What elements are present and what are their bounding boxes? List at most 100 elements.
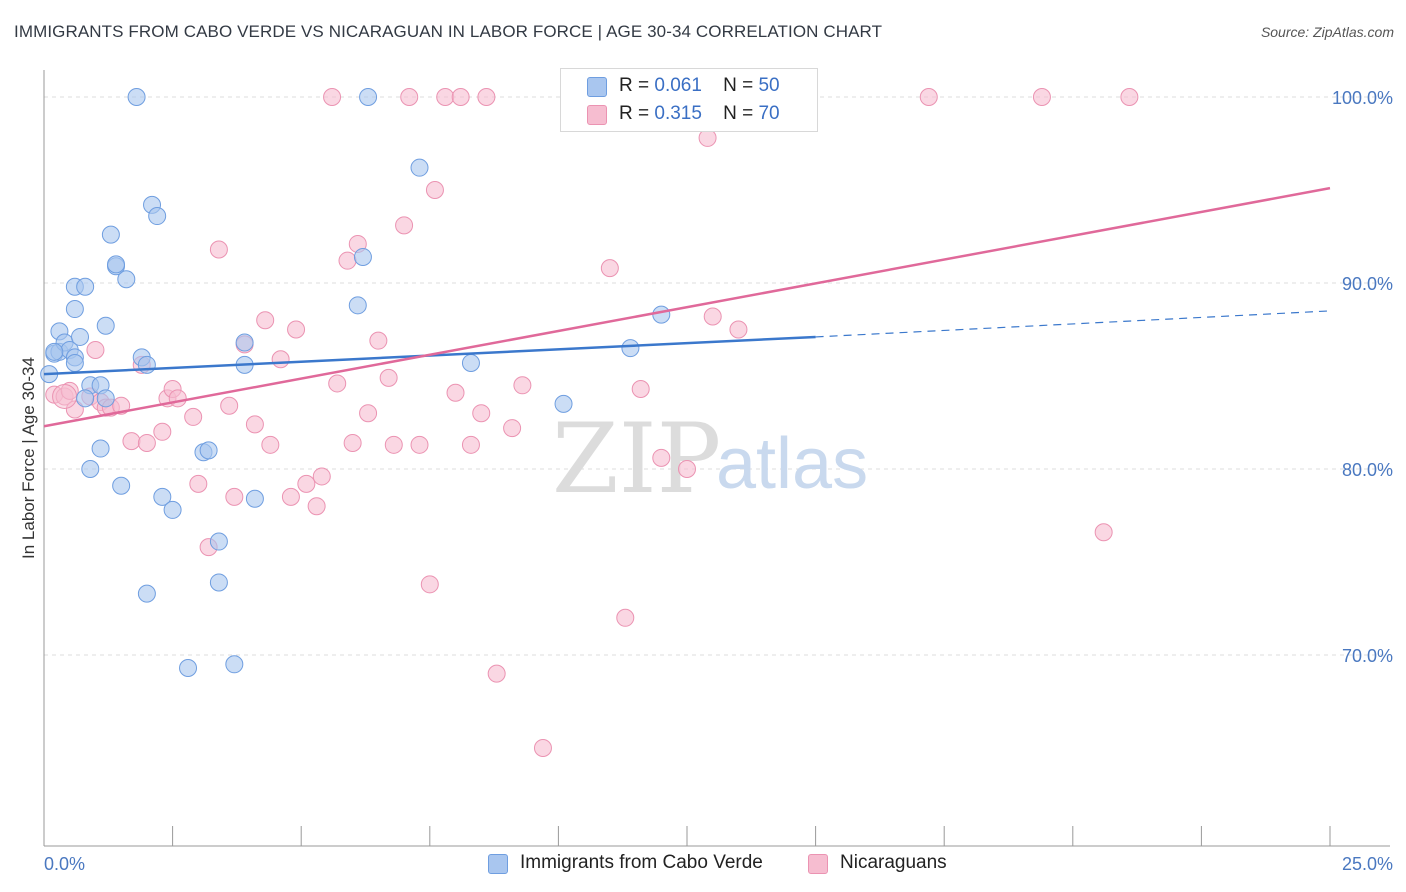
data-point [410,435,429,454]
data-point [184,407,203,426]
chart-title: IMMIGRANTS FROM CABO VERDE VS NICARAGUAN… [14,22,883,41]
data-point [343,433,362,452]
data-point [359,88,378,106]
bottom-legend-swatch-pink [808,854,828,874]
data-point [112,476,131,495]
bottom-legend-label: Nicaraguans [840,852,947,873]
axes [43,70,1390,847]
y-tick-label: 80.0% [1342,460,1393,480]
data-point [348,296,367,315]
data-point [425,181,444,199]
data-point [395,216,414,235]
data-point [153,422,172,441]
trend-line-nicaraguans [43,186,1331,428]
data-point [179,659,198,678]
data-point [338,251,357,270]
data-point [554,394,573,413]
data-point [153,487,172,506]
data-point [616,608,635,627]
data-point [328,374,347,393]
data-point [359,404,378,423]
legend-n-value: 50 [758,75,780,96]
data-point [919,88,938,106]
data-point [621,339,640,358]
data-point [107,255,126,274]
data-point [96,316,115,335]
data-point [1032,88,1051,106]
legend-n-label: N = [723,75,754,96]
data-point [307,497,326,516]
data-point [45,342,64,361]
data-point [137,584,156,603]
data-point [65,353,84,372]
legend-r-value: 0.061 [654,75,702,96]
data-point [225,655,244,674]
data-point [281,487,300,506]
y-tick-label: 90.0% [1342,274,1393,294]
data-point [189,474,208,493]
legend-swatch-blue [587,77,607,97]
data-point [533,739,552,757]
data-point [235,333,254,352]
data-point [420,575,439,594]
data-point [400,88,419,106]
tick-labels: 100.0% 90.0% 80.0% 70.0% 0.0% 25.0% In Labor F… [19,88,1393,874]
data-point [127,88,146,106]
data-point [297,474,316,493]
data-point [446,383,465,402]
data-point [477,88,496,106]
data-point [209,240,228,259]
data-point [287,320,306,339]
data-point [137,433,156,452]
series-nicaraguans [45,88,1139,757]
bottom-legend-swatch-blue [488,854,508,874]
data-point-cluster [52,383,78,409]
data-point [312,467,331,486]
data-point [729,320,748,339]
legend-r-label: R = [619,103,650,124]
data-point [76,277,95,296]
data-point [101,225,120,244]
data-point [209,532,228,551]
data-point [245,415,264,434]
watermark-atlas: atlas [716,424,868,504]
stats-legend: R = 0.061 N = 50 R = 0.315 N = 70 [560,68,818,132]
data-point [86,340,105,359]
y-axis-title: In Labor Force | Age 30-34 [19,357,38,559]
y-tick-label: 100.0% [1332,88,1393,108]
gridlines [44,96,1390,656]
trend-line-cabo-verde-extension [815,310,1331,338]
source-credit: Source: ZipAtlas.com [1260,24,1394,40]
data-point [199,441,218,460]
data-point [369,331,388,350]
data-point [271,350,290,369]
data-point [652,305,671,324]
data-point [122,432,141,451]
legend-r-value: 0.315 [654,103,702,124]
data-point [678,460,696,478]
data-point [81,460,100,478]
data-point [353,247,372,266]
data-point [487,664,506,683]
data-point [1120,88,1139,106]
data-point [245,489,264,508]
data-point [513,376,532,395]
trend-lines [43,186,1331,428]
series-cabo-verde [40,88,671,678]
y-tick-label: 70.0% [1342,646,1393,666]
data-point [503,419,522,438]
legend-n-value: 70 [758,103,780,124]
data-point [209,573,228,592]
x-tick-label: 0.0% [44,854,85,874]
watermark-zip: ZIP [552,403,721,515]
data-point [652,448,671,467]
data-point [117,270,136,289]
watermark: ZIP atlas [552,403,868,515]
data-point [379,368,398,387]
data-point [436,88,455,106]
bottom-legend-label: Immigrants from Cabo Verde [520,852,763,873]
data-point [163,500,182,519]
data-point [91,439,110,458]
data-point [76,389,95,408]
